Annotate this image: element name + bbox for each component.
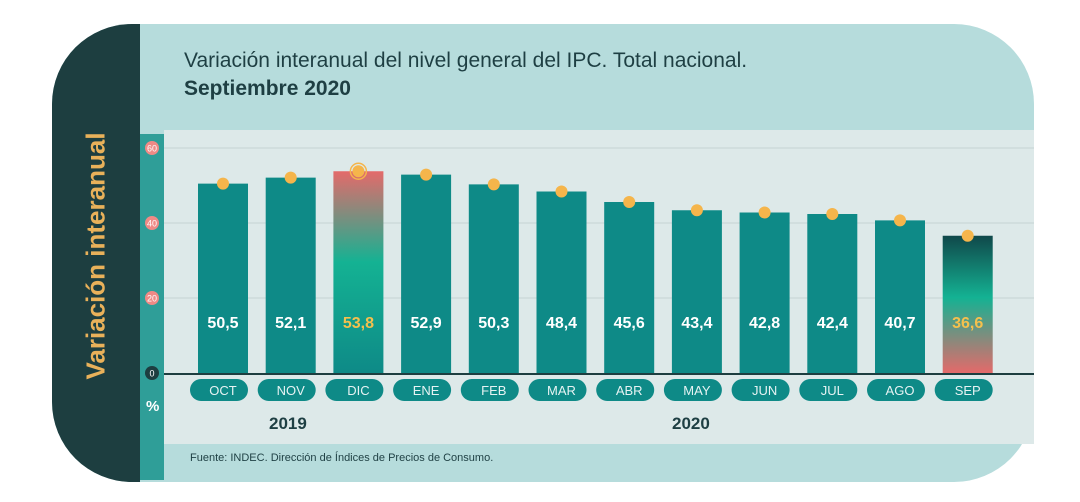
y-tick-label: 20 [147,294,157,304]
source-note: Fuente: INDEC. Dirección de Índices de P… [190,452,494,464]
bar-sep [942,235,993,373]
category-pill [325,379,384,401]
value-label: 52,1 [275,315,306,332]
category-label: DIC [347,383,369,398]
title-line-1: Variación interanual del nivel general d… [184,49,748,72]
dot-ene [420,168,433,181]
y-axis-strip [140,134,164,480]
bar-abr [604,202,655,373]
category-label: ABR [616,383,643,398]
value-label: 40,7 [884,315,915,332]
category-label: ENE [413,383,440,398]
bar-nov [265,177,316,373]
dot-jun [758,206,771,219]
value-label: 48,4 [546,315,577,332]
category-label: MAY [683,383,711,398]
category-label: FEB [481,383,506,398]
bar-feb [468,184,519,373]
bar-jun [739,212,790,373]
value-label: 45,6 [614,315,645,332]
dot-feb [487,178,500,191]
dot-oct [217,177,229,190]
value-label: 42,8 [749,315,780,332]
category-label: JUN [752,383,777,398]
bar-mar [536,191,587,373]
bar-dic [333,171,384,373]
category-pill [867,379,925,401]
y-tick-marker [145,141,159,155]
dot-mar [555,185,568,198]
bar-oct [198,183,248,373]
category-pill [663,379,722,401]
category-pill [393,379,452,401]
value-label: 42,4 [817,315,848,332]
dot-dic [352,165,365,178]
category-pill [460,379,519,401]
bar-ene [401,174,452,373]
dot-jul [826,208,839,220]
value-label: 43,4 [681,315,712,332]
bar-ago [875,220,925,373]
dot-abr [623,196,636,208]
bar-jul [807,214,858,373]
value-label: 50,5 [207,315,238,332]
y-tick-label: 40 [147,219,157,229]
y-tick-label: 0 [149,369,154,379]
y-tick-marker [145,291,159,305]
category-pill [596,379,655,401]
category-pill [528,379,587,401]
dot-sep [961,229,974,242]
category-label: JUL [821,383,844,398]
y-tick-label: 60 [147,144,157,154]
dot-may [690,204,703,217]
category-pill [190,379,248,401]
category-label: NOV [277,383,306,398]
y-axis-unit: % [146,398,160,415]
y-tick-marker [145,216,159,230]
dot-ago [894,214,906,227]
dot-halo [349,162,368,180]
category-label: MAR [547,383,576,398]
category-label: SEP [955,383,981,398]
category-label: AGO [886,383,915,398]
year-label-2020: 2020 [672,414,710,433]
category-pill [731,379,790,401]
dot-nov [284,171,297,184]
value-label: 50,3 [478,315,509,332]
category-pill [257,379,316,401]
side-panel [52,24,140,482]
category-label: OCT [209,383,237,398]
category-pill [799,379,858,401]
value-label: 36,6 [952,315,983,332]
value-label: 53,8 [343,315,374,332]
bar-may [671,210,722,373]
value-label: 52,9 [411,315,442,332]
y-tick-marker [145,366,159,380]
chart-title: Variación interanual del nivel general d… [184,47,747,103]
category-pill [934,379,993,401]
title-line-2: Septiembre 2020 [184,77,351,100]
year-label-2019: 2019 [269,414,307,433]
